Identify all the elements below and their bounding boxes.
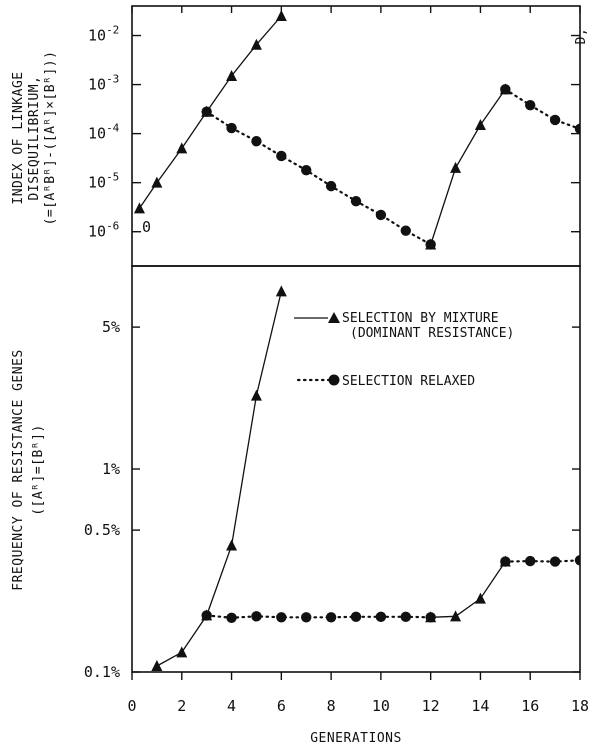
bottom-series-0-point (176, 646, 188, 658)
bottom-series-3-point (525, 555, 536, 567)
origin-label: 0 (142, 218, 151, 236)
bottom-series-0-line (156, 291, 282, 667)
bottom-series-1-point (325, 612, 337, 623)
top-ytick-label: 10-5 (88, 171, 119, 192)
top-series-3-line (504, 88, 580, 130)
legend-triangle-icon (328, 312, 340, 323)
bottom-series-2-point (450, 610, 462, 622)
bottom-series-0-point (226, 539, 238, 551)
bottom-series-1-point (301, 612, 312, 623)
top-ylabel-line-3: (=[AᴿBᴿ]-([Aᴿ]×[Bᴿ])) (43, 51, 58, 226)
top-series-3-point (574, 123, 580, 135)
top-ylabel-line-1: INDEX OF LINKAGE (11, 71, 26, 204)
top-series-3-point (525, 99, 536, 111)
bottom-series-3-point (574, 555, 580, 566)
top-plot-area (133, 10, 580, 250)
legend-label-selection: SELECTION BY MIXTURE (DOMINANT RESISTANCE… (342, 311, 514, 341)
bottom-series-1-point (251, 611, 262, 622)
top-panel-ticks: 10-6 10-5 10-4 10-3 10-2 (88, 6, 581, 241)
top-series-0-point (133, 202, 145, 214)
ylabel-symbol-d: D, (574, 28, 589, 45)
bottom-series-2-point (425, 611, 437, 623)
bottom-xtick-label: 12 (422, 697, 440, 715)
legend-circle-icon (328, 374, 340, 386)
bottom-xtick-label: 4 (227, 697, 236, 715)
bottom-ylabel-line-2: ([Aᴿ]=[Bᴿ]) (31, 424, 46, 516)
bottom-ylabel: FREQUENCY OF RESISTANCE GENES ([Aᴿ]=[Bᴿ]… (11, 349, 46, 590)
bottom-xtick-label: 2 (177, 697, 186, 715)
top-series-0-point (226, 69, 238, 81)
legend-label-relaxed: SELECTION RELAXED (342, 374, 475, 389)
bottom-series-1-line (205, 614, 432, 619)
top-series-2-point (450, 161, 462, 173)
legend: SELECTION BY MIXTURE (DOMINANT RESISTANCE… (294, 311, 514, 389)
bottom-panel-series (151, 285, 580, 672)
top-series-0-point (151, 176, 163, 188)
bottom-ylabel-line-1: FREQUENCY OF RESISTANCE GENES (11, 349, 26, 590)
bottom-ytick-label: 1% (102, 460, 120, 478)
bottom-series-0-point (151, 660, 163, 672)
bottom-series-1-point (400, 611, 411, 623)
top-ylabel: INDEX OF LINKAGE DISEQUILIBRIUM, (=[AᴿBᴿ… (11, 51, 58, 226)
top-series-1-point (201, 106, 212, 117)
bottom-series-0-point (250, 389, 262, 401)
bottom-series-2-line (430, 561, 506, 618)
bottom-series-2-point (474, 592, 486, 604)
top-series-1-point (251, 136, 262, 147)
bottom-xtick-label: 6 (277, 697, 286, 715)
top-series-0-point (250, 38, 262, 50)
top-series-2-line (430, 88, 506, 245)
top-series-3-point (549, 114, 561, 126)
bottom-ytick-label: 0.5% (84, 521, 120, 539)
bottom-series-1-point (350, 611, 362, 623)
top-series-3-point (500, 84, 511, 95)
bottom-xtick-label: 0 (127, 697, 136, 715)
top-ytick-label: 10-4 (88, 122, 120, 143)
top-series-1-point (301, 164, 312, 176)
top-series-1-point (400, 225, 411, 236)
top-series-1-point (350, 195, 362, 207)
bottom-series-1-point (375, 611, 387, 623)
bottom-series-1-point (201, 610, 212, 621)
bottom-xtick-label: 8 (327, 697, 336, 715)
bottom-series-0-point (275, 285, 287, 297)
bottom-ytick-label: 0.1% (84, 663, 120, 681)
top-series-0-point (275, 10, 287, 22)
top-series-1-point (276, 150, 287, 162)
top-series-2-point (425, 238, 437, 250)
bottom-ytick-label: 5% (102, 318, 120, 336)
bottom-series-3-point (500, 556, 511, 567)
top-series-2-point (474, 118, 486, 130)
top-series-1-point (226, 122, 237, 134)
top-series-1-point (325, 180, 337, 192)
top-series-0-point (176, 142, 188, 154)
top-ytick-label: 10-3 (88, 73, 119, 94)
top-panel-frame (131, 5, 581, 267)
top-panel-series (133, 10, 580, 250)
bottom-panel-ticks: 0.1% 0.5% 1% 5% 0 2 4 6 8 10 12 14 16 18 (84, 318, 589, 715)
top-ylabel-symbol: D, (574, 28, 589, 45)
top-series-1-point (375, 209, 387, 221)
bottom-series-1-point (226, 612, 237, 623)
top-ytick-label: 10-2 (88, 24, 119, 45)
bottom-series-1-point (276, 612, 287, 623)
bottom-plot-area (151, 285, 580, 672)
x-axis-title: GENERATIONS (310, 731, 402, 746)
bottom-xtick-label: 14 (471, 697, 489, 715)
top-series-1-line (205, 110, 432, 246)
bottom-series-3-line (504, 559, 580, 563)
top-ytick-label: 10-6 (88, 220, 119, 241)
bottom-xtick-label: 10 (372, 697, 390, 715)
bottom-series-3-point (549, 556, 561, 567)
bottom-xtick-label: 18 (571, 697, 589, 715)
top-ylabel-line-2: DISEQUILIBRIUM, (27, 76, 42, 201)
bottom-xtick-label: 16 (521, 697, 539, 715)
